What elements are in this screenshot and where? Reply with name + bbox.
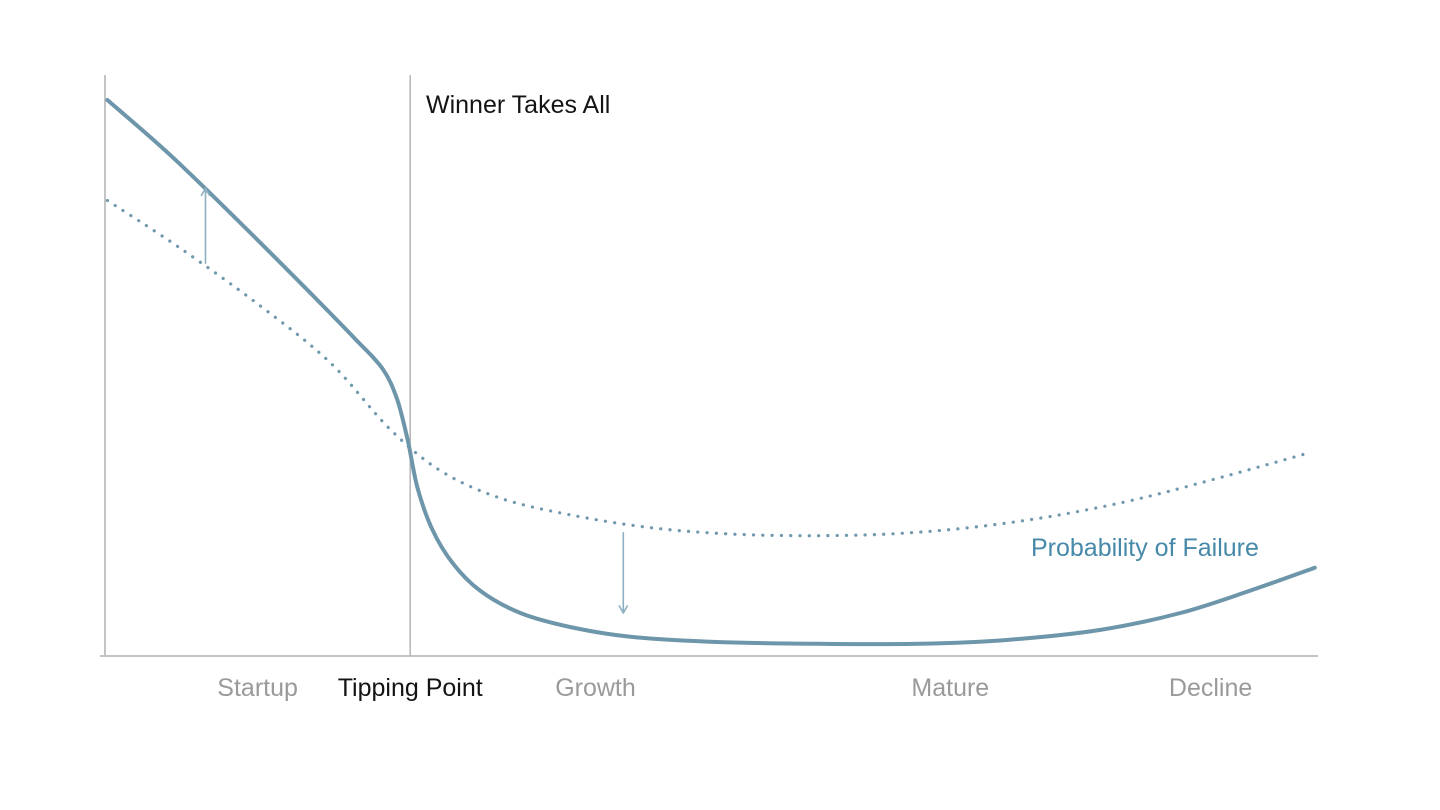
up-arrow (200, 187, 211, 264)
failure-curve-solid (105, 98, 1317, 647)
stage-label-startup: Startup (217, 674, 298, 702)
failure-curve-dotted (105, 198, 1312, 538)
down-arrow (618, 532, 629, 614)
stage-label-growth: Growth (555, 674, 636, 702)
stage-label-decline: Decline (1168, 674, 1253, 702)
winner-takes-all-label: Winner Takes All (426, 91, 611, 119)
stage-label-tipping-point: Tipping Point (337, 674, 483, 702)
probability-of-failure-label: Probability of Failure (1031, 534, 1259, 562)
stage-label-mature: Mature (911, 674, 990, 702)
trend-arrows (200, 187, 629, 614)
